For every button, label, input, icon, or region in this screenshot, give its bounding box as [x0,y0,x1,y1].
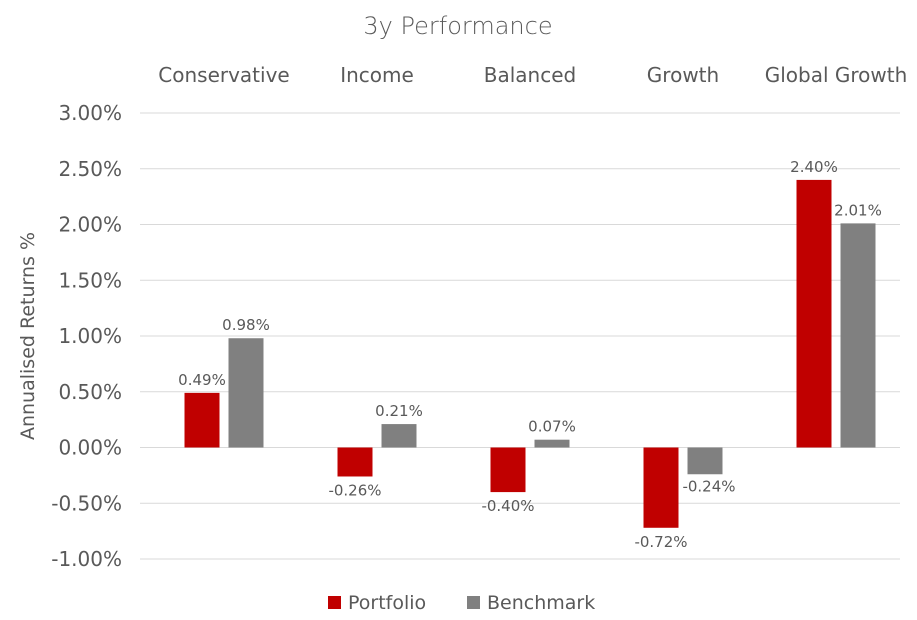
category-labels: Conservative Income Balanced Growth Global G… [158,63,907,87]
data-label: 2.40% [790,158,838,176]
bar-benchmark-3 [687,447,723,475]
data-label: -0.24% [682,477,735,495]
category-label: Balanced [484,63,576,87]
data-label: 0.98% [222,316,270,334]
y-axis-ticks: 3.00% 2.50% 2.00% 1.50% 1.00% 0.50% 0.00% -0.50… [51,101,122,571]
data-label: 0.07% [528,418,576,436]
y-axis-label: Annualised Returns % [17,232,39,440]
category-label: Conservative [158,63,289,87]
bar-benchmark-1 [381,424,417,448]
legend-swatch [328,596,341,609]
bars [184,179,876,528]
data-label: 0.21% [375,402,423,420]
bar-benchmark-2 [534,439,570,448]
bar-portfolio-3 [643,447,679,528]
y-tick-label: -1.00% [51,547,122,571]
legend: Portfolio Benchmark [328,592,595,614]
legend-swatch [467,596,480,609]
data-label: 0.49% [178,371,226,389]
y-tick-label: 1.50% [58,268,122,292]
y-tick-label: 0.00% [58,436,122,460]
y-tick-label: 2.00% [58,213,122,237]
bar-benchmark-0 [228,338,264,448]
category-label: Income [340,63,414,87]
y-tick-label: 0.50% [58,380,122,404]
data-labels: 0.49% -0.26% -0.40% -0.72% 2.40% 0.98% 0.21% 0.… [178,158,882,551]
legend-label: Portfolio [348,592,426,614]
bar-benchmark-4 [840,223,876,448]
data-label: 2.01% [834,201,882,219]
y-tick-label: 1.00% [58,324,122,348]
data-label: -0.72% [634,533,687,551]
data-label: -0.40% [481,497,534,515]
chart-title: 3y Performance [363,12,552,40]
data-label: -0.26% [328,481,381,499]
y-tick-label: 2.50% [58,157,122,181]
y-tick-label: 3.00% [58,101,122,125]
bar-portfolio-4 [796,179,832,448]
gridlines [140,112,900,560]
bar-portfolio-1 [337,447,373,477]
category-label: Global Growth [765,63,908,87]
bar-portfolio-0 [184,392,220,448]
bar-portfolio-2 [490,447,526,493]
legend-label: Benchmark [487,592,595,614]
y-tick-label: -0.50% [51,491,122,515]
category-label: Growth [647,63,719,87]
